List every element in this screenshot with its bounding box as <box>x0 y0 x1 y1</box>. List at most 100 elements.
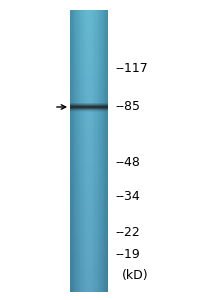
Bar <box>93 189 94 190</box>
Bar <box>71 164 73 166</box>
Bar <box>70 160 71 162</box>
Bar <box>94 158 95 160</box>
Bar <box>102 110 103 112</box>
Bar <box>104 78 106 80</box>
Bar <box>85 134 86 136</box>
Bar <box>80 268 81 269</box>
Bar <box>80 36 81 38</box>
Bar <box>93 31 94 33</box>
Bar <box>83 140 84 142</box>
Bar <box>71 245 73 247</box>
Bar <box>80 277 81 279</box>
Bar <box>70 57 71 59</box>
Bar <box>80 81 81 83</box>
Bar <box>73 207 74 209</box>
Bar <box>84 44 85 46</box>
Bar <box>92 115 93 117</box>
Bar <box>102 220 103 222</box>
Bar <box>88 42 89 44</box>
Bar <box>99 217 100 219</box>
Bar <box>80 21 81 23</box>
Bar <box>107 239 108 241</box>
Bar <box>81 232 83 234</box>
Bar <box>76 147 78 149</box>
Bar <box>88 254 89 256</box>
Bar <box>95 127 97 128</box>
Bar <box>93 288 94 290</box>
Bar <box>85 256 86 258</box>
Bar <box>90 207 92 209</box>
Bar <box>93 226 94 228</box>
Bar <box>90 104 92 106</box>
Bar <box>73 275 74 277</box>
Bar <box>84 155 85 157</box>
Bar <box>71 230 73 232</box>
Bar <box>86 194 88 196</box>
Bar <box>73 192 74 194</box>
Bar <box>97 204 98 206</box>
Bar <box>83 200 84 202</box>
Bar <box>98 262 99 264</box>
Bar <box>88 34 89 36</box>
Bar <box>94 198 95 200</box>
Bar <box>92 249 93 250</box>
Bar <box>79 78 80 80</box>
Bar <box>88 204 89 206</box>
Bar <box>76 213 78 215</box>
Bar <box>71 254 73 256</box>
Bar <box>85 290 86 292</box>
Bar <box>99 250 100 253</box>
Bar <box>93 147 94 149</box>
Bar <box>73 260 74 262</box>
Bar <box>78 112 79 113</box>
Bar <box>104 245 106 247</box>
Bar <box>78 198 79 200</box>
Bar <box>89 117 90 119</box>
Bar <box>88 20 89 21</box>
Bar <box>95 155 97 157</box>
Bar <box>73 34 74 36</box>
Bar <box>92 17 93 20</box>
Bar <box>86 236 88 238</box>
Bar <box>98 61 99 63</box>
Bar <box>97 153 98 155</box>
Bar <box>75 53 76 55</box>
Bar <box>85 158 86 160</box>
Bar <box>84 106 85 108</box>
Bar <box>97 269 98 271</box>
Bar <box>81 17 83 20</box>
Bar <box>88 125 89 127</box>
Bar <box>71 72 73 74</box>
Bar <box>70 91 71 93</box>
Bar <box>97 57 98 59</box>
Bar <box>103 249 104 250</box>
Bar <box>78 21 79 23</box>
Bar <box>88 260 89 262</box>
Bar <box>76 70 78 72</box>
Bar <box>102 146 103 147</box>
Bar <box>99 10 100 12</box>
Bar <box>73 25 74 27</box>
Bar <box>90 202 92 204</box>
Bar <box>73 108 74 109</box>
Bar <box>74 64 75 66</box>
Bar <box>92 277 93 279</box>
Bar <box>93 42 94 44</box>
Bar <box>90 245 92 247</box>
Bar <box>102 42 103 44</box>
Bar <box>70 68 71 70</box>
Bar <box>80 16 81 17</box>
Bar <box>93 140 94 142</box>
Bar <box>100 91 102 93</box>
Bar <box>88 44 89 46</box>
Bar <box>84 170 85 172</box>
Bar <box>84 275 85 277</box>
Bar <box>93 20 94 21</box>
Bar <box>79 121 80 123</box>
Bar <box>89 142 90 143</box>
Bar <box>99 64 100 66</box>
Bar <box>95 247 97 249</box>
Bar <box>85 264 86 266</box>
Bar <box>90 93 92 94</box>
Bar <box>85 236 86 238</box>
